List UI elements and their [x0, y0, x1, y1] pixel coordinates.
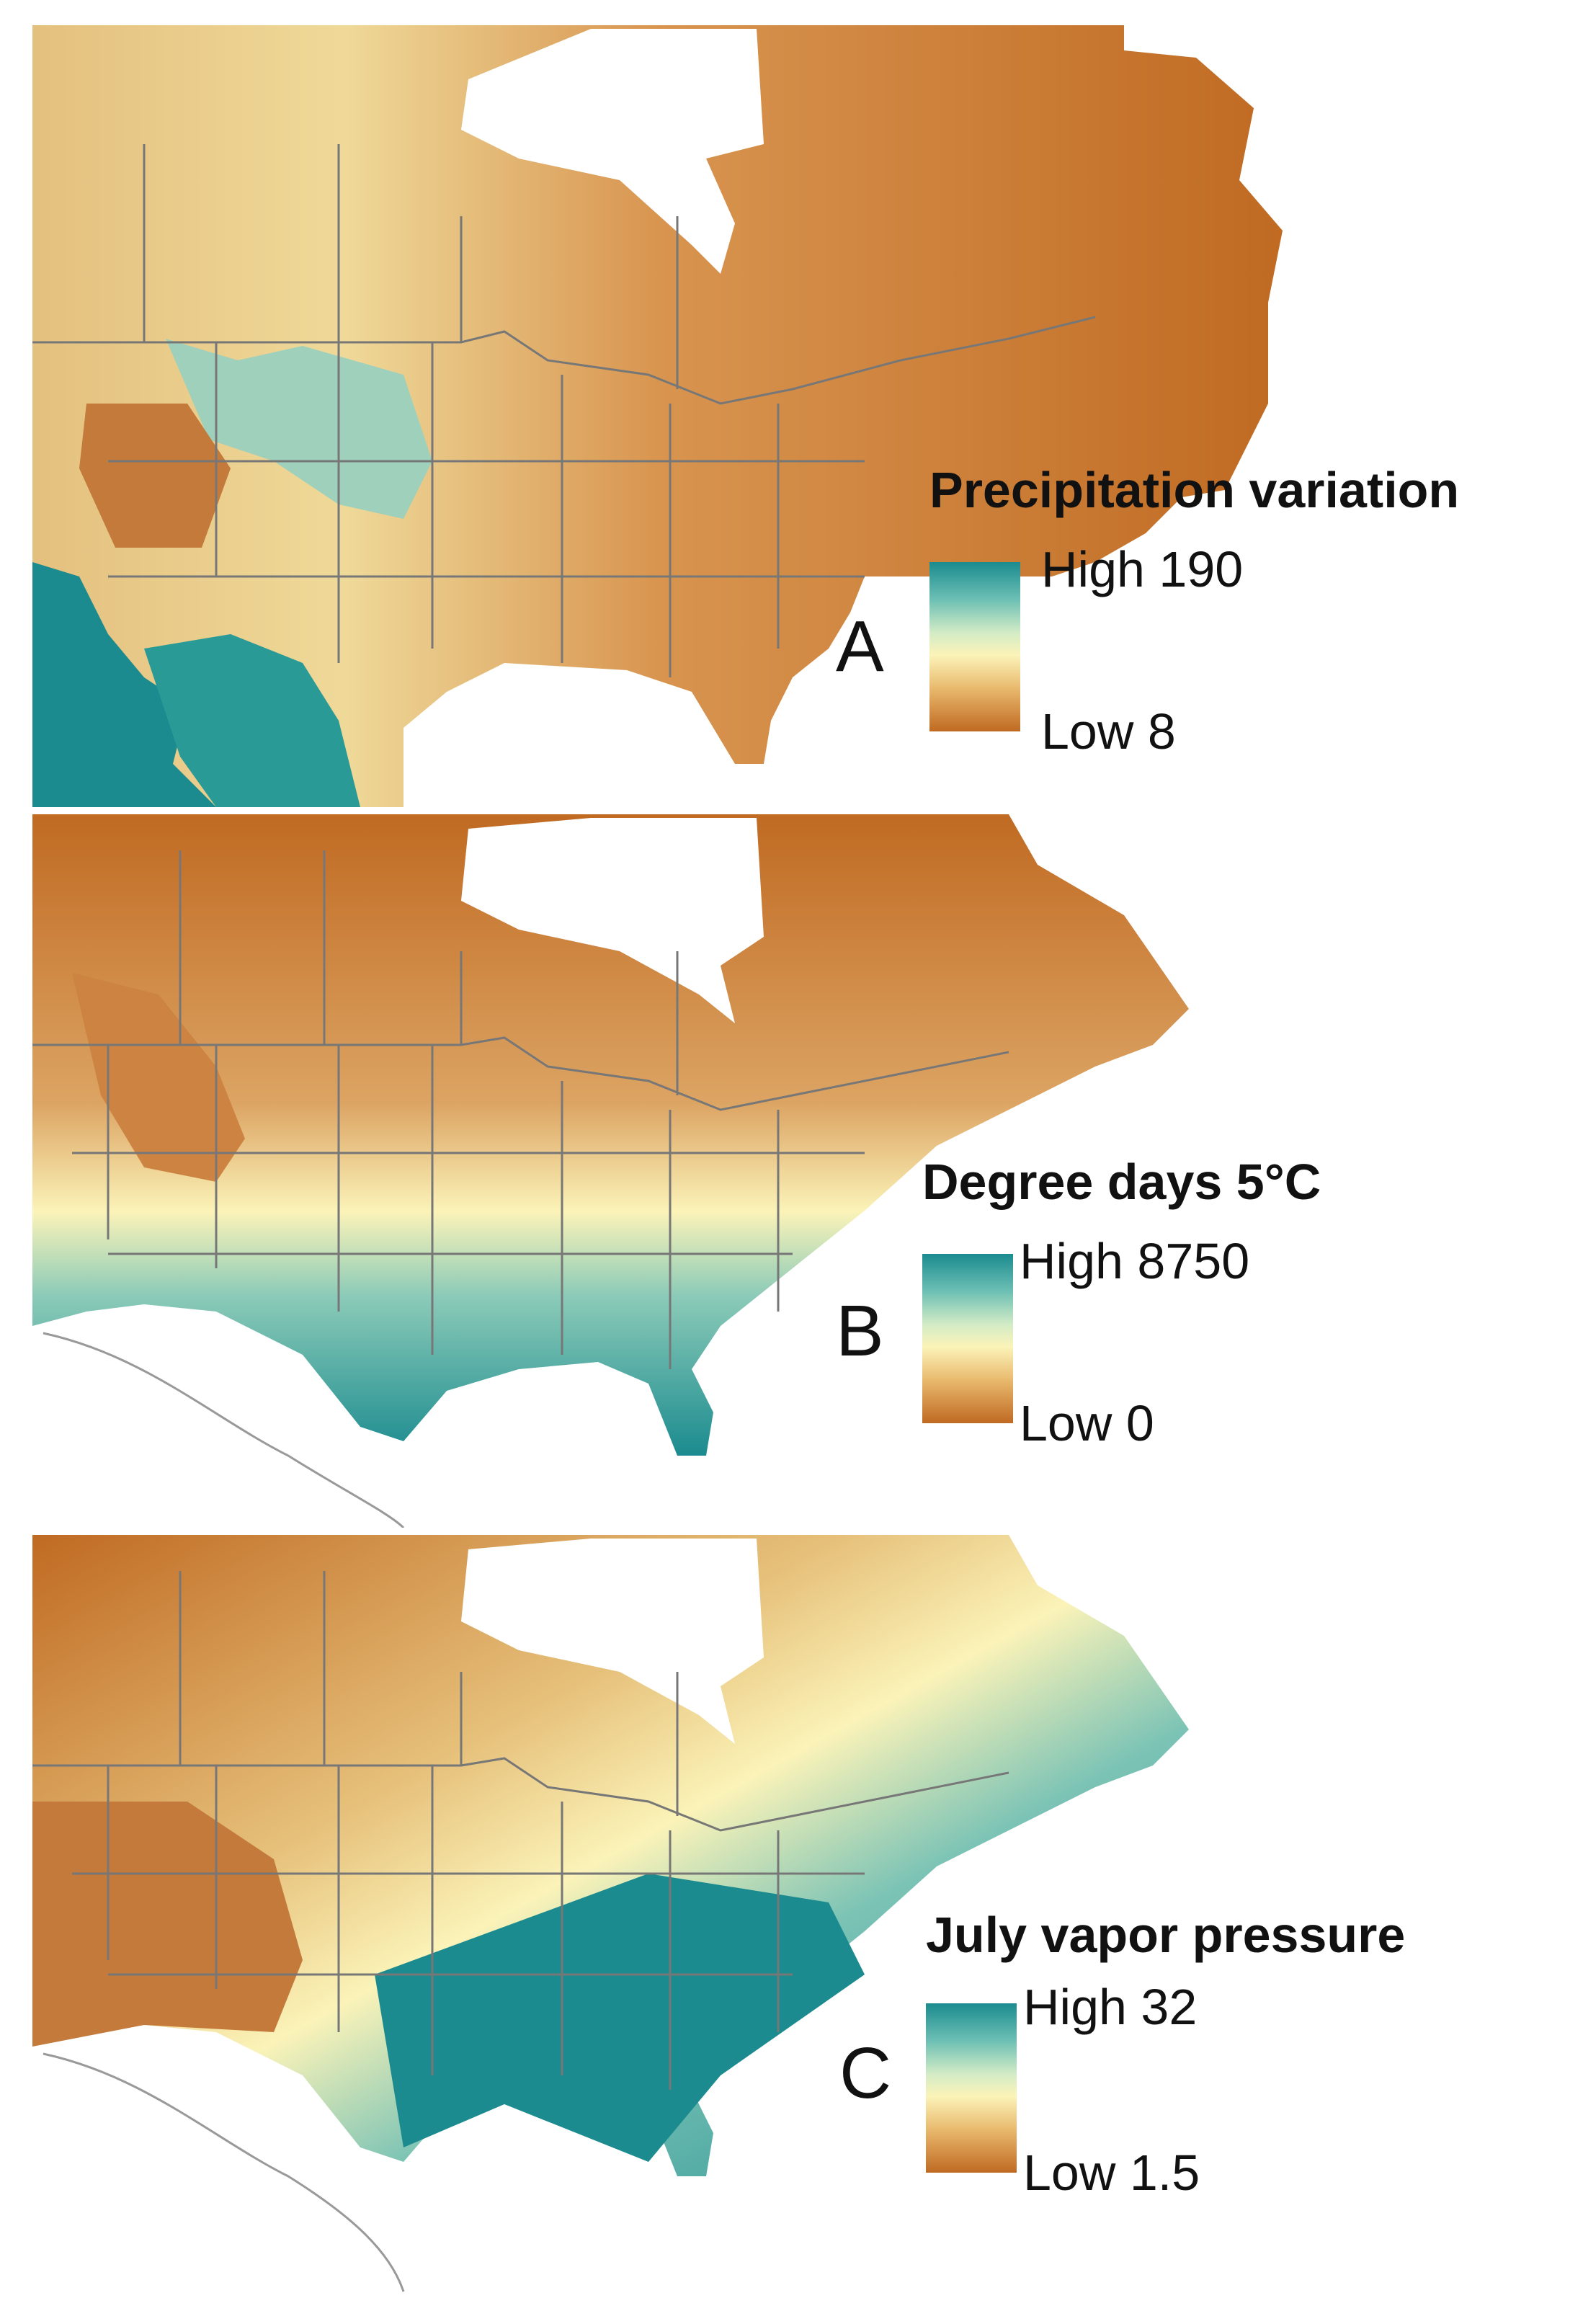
teal-region-west [32, 562, 216, 807]
panel-label-c: C [839, 2033, 892, 2114]
teal-region-southeast [375, 1874, 865, 2162]
panel-a: Precipitation variation High 190 Low 8 A [0, 0, 1583, 807]
legend-title: Precipitation variation [929, 462, 1460, 518]
color-scale-bar [929, 562, 1020, 731]
boundary-lines [32, 1571, 1009, 2090]
teal-region-mexico [144, 634, 360, 807]
brown-region-rockies [72, 973, 245, 1182]
panel-c: July vapor pressure High 32 Low 1.5 C [0, 1528, 1583, 2324]
land-area [32, 814, 1189, 1456]
legend-high-label: High 32 [1023, 1979, 1198, 2035]
brown-region-rockies [79, 404, 231, 548]
legend-high-label: High 190 [1041, 541, 1244, 597]
boundary-lines [32, 144, 1096, 677]
july-vapor-pressure-map [32, 1535, 1189, 2292]
land-area [32, 25, 1283, 807]
boundary-lines [32, 850, 1009, 1369]
legend-title: July vapor pressure [926, 1907, 1406, 1963]
land-area [32, 1535, 1189, 2176]
mexico-coastline [43, 1332, 405, 1528]
brown-region-west [32, 1802, 303, 2047]
panel-b: Degree days 5°C High 8750 Low 0 B [0, 807, 1583, 1528]
mexico-coastline [43, 2052, 405, 2292]
light-teal-region [166, 339, 432, 519]
legend-low-label: Low 1.5 [1023, 2145, 1200, 2201]
panel-label-a: A [836, 606, 884, 687]
degree-days-map [32, 814, 1189, 1528]
precipitation-variation-map [32, 25, 1283, 807]
hudson-bay [461, 818, 764, 1023]
hudson-bay [461, 29, 764, 274]
legend-high-label: High 8750 [1020, 1233, 1250, 1289]
legend-title: Degree days 5°C [922, 1154, 1321, 1210]
color-scale-bar [926, 2003, 1017, 2173]
panel-label-b: B [836, 1291, 884, 1371]
hudson-bay [461, 1539, 764, 1744]
legend-low-label: Low 0 [1020, 1395, 1154, 1451]
legend-low-label: Low 8 [1041, 703, 1176, 760]
color-scale-bar [922, 1254, 1013, 1423]
